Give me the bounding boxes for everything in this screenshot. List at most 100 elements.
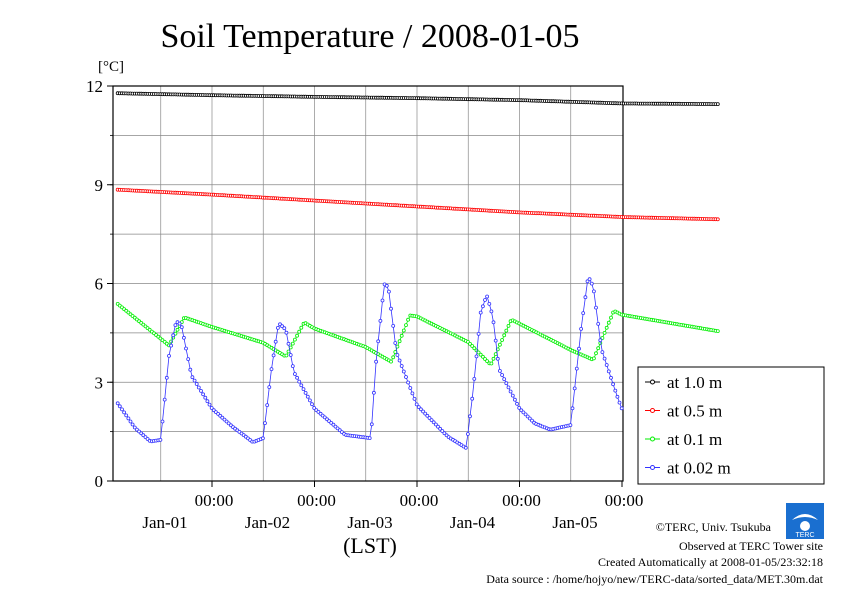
logo-text: TERC [795,532,814,539]
data-point [519,408,524,413]
data-point [606,369,611,374]
data-point [418,407,423,412]
data-point [436,424,440,429]
data-point [502,333,507,338]
data-point [442,431,447,436]
data-point [404,323,408,328]
data-point [115,401,120,406]
legend-marker [650,436,655,442]
data-point [124,413,129,418]
data-point [613,388,618,393]
data-point [299,325,304,330]
data-point [715,217,720,222]
data-point [465,432,470,436]
legend-label: at 0.5 m [667,402,722,421]
data-point [468,414,472,419]
legend-label: at 0.02 m [667,459,731,478]
data-point [485,294,490,299]
y-tick-label: 6 [95,275,104,294]
data-point [307,398,312,403]
data-point [570,406,575,411]
data-point [517,405,522,410]
data-point [480,354,485,359]
data-point [401,369,406,374]
data-point [416,405,421,410]
data-point [483,357,487,361]
copyright-text: ©TERC, Univ. Tsukuba [656,520,772,534]
data-point [470,344,475,348]
data-point [592,356,596,361]
data-point [433,422,438,427]
data-point [263,421,267,426]
data-point [500,373,505,377]
data-point [502,377,507,382]
data-point [132,425,137,430]
data-point [574,366,579,371]
data-point [186,357,191,362]
data-point [378,318,383,323]
data-point [297,329,302,334]
data-point [594,351,598,356]
data-point [510,393,515,398]
data-point [284,330,289,335]
data-point [369,422,374,427]
data-point [201,392,206,397]
data-point [179,325,184,330]
y-tick-label: 12 [86,77,103,96]
data-point [527,416,532,421]
data-point [271,353,276,358]
data-point [604,363,609,367]
x-axis-label: (LST) [343,533,397,558]
data-point [515,401,519,406]
y-tick-label: 9 [95,176,104,195]
data-point [611,382,615,387]
data-point [310,402,314,407]
data-point [260,436,265,441]
series-line [117,303,718,364]
data-point [297,379,302,384]
data-point [609,375,613,380]
data-point [126,416,131,421]
legend: at 1.0 m at 0.5 m at 0.1 m at 0.02 m [645,373,731,478]
data-point [389,306,393,311]
data-point [122,410,126,415]
data-point [523,412,528,417]
data-point [606,320,611,325]
x-time-label: 00:00 [502,491,541,510]
data-point [389,359,393,364]
data-point [493,338,498,343]
data-point [299,383,304,388]
series-layer [115,91,720,450]
data-point [604,325,609,330]
legend-marker [650,379,655,385]
data-point [397,358,402,363]
data-point [508,389,513,394]
observed-text: Observed at TERC Tower site [679,539,823,553]
data-point [427,416,432,420]
data-point [301,387,306,392]
data-point [414,402,419,407]
data-point [171,333,176,338]
data-point [715,102,720,106]
data-point [203,395,208,400]
data-point [399,333,404,338]
x-time-label: 00:00 [605,491,644,510]
data-point [472,346,477,351]
data-point [391,355,396,360]
data-point [596,321,601,326]
data-point [406,317,411,322]
data-point [188,367,193,372]
data-point [367,436,372,441]
data-point [404,375,408,379]
data-point [596,346,601,351]
data-point [160,419,165,424]
data-point [472,376,477,381]
data-point [399,364,404,368]
legend-label: at 0.1 m [667,430,722,449]
data-point [619,406,624,411]
data-point [470,396,475,401]
y-tick-label: 3 [95,373,104,392]
data-point [491,320,496,325]
data-point [598,338,603,343]
